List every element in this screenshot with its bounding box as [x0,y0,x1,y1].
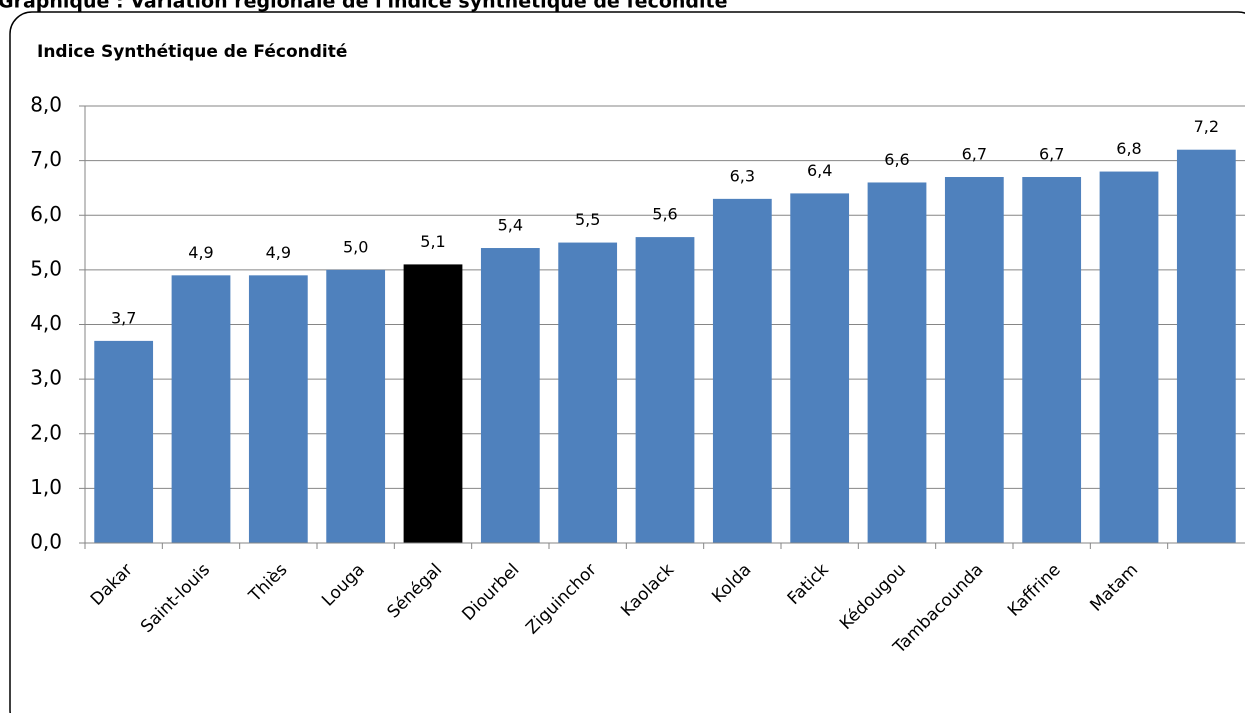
bar [403,264,463,543]
y-tick-label: 2,0 [30,420,62,444]
y-tick-label: 3,0 [30,366,62,390]
value-label: 4,9 [266,243,291,262]
value-label: 6,4 [807,161,832,180]
bar [1176,149,1236,543]
y-tick-label: 7,0 [30,147,62,171]
value-label: 5,6 [652,205,677,224]
bar [867,182,927,543]
bar [326,269,386,543]
y-tick-label: 4,0 [30,311,62,335]
bar [1022,177,1082,543]
chart-title: Graphique : Variation régionale de l'ind… [0,0,728,13]
bar [712,198,772,544]
value-label: 6,7 [1039,145,1064,164]
bar [558,242,618,543]
axis-title: Indice Synthétique de Fécondité [37,42,347,62]
value-label: 5,4 [498,216,523,235]
value-label: 3,7 [111,308,136,327]
value-label: 5,0 [343,237,368,256]
value-label: 5,1 [420,232,445,251]
value-label: 7,2 [1194,117,1219,136]
bar [790,193,850,543]
value-label: 6,3 [730,166,755,185]
chart-border [9,11,1245,713]
y-tick-label: 6,0 [30,202,62,226]
value-label: 6,7 [962,145,987,164]
y-tick-label: 5,0 [30,256,62,280]
value-label: 6,6 [884,150,909,169]
bar [635,237,695,543]
value-label: 5,5 [575,210,600,229]
bar [1099,171,1159,544]
value-label: 6,8 [1116,139,1141,158]
bar [171,275,231,543]
y-tick-label: 0,0 [30,530,62,554]
y-tick-label: 1,0 [30,475,62,499]
y-tick-label: 8,0 [30,93,62,117]
value-label: 4,9 [188,243,213,262]
bar [944,177,1004,543]
bar [480,248,540,543]
bar [248,275,308,543]
bar [94,340,154,543]
